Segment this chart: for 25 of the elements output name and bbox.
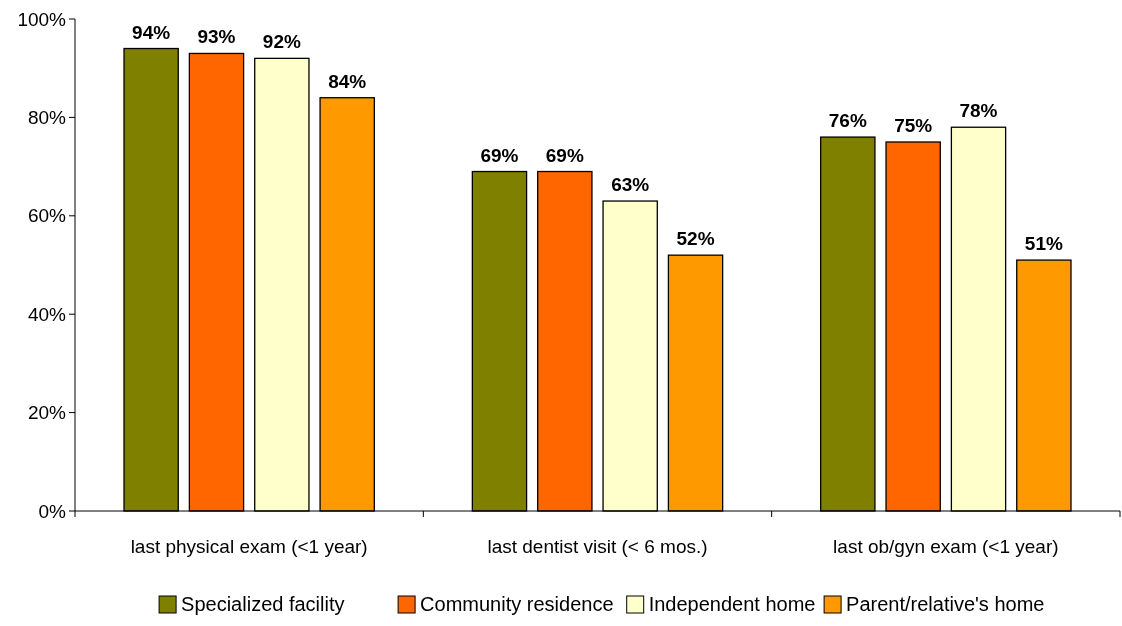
data-label: 75% (894, 115, 933, 136)
data-label: 51% (1024, 233, 1063, 255)
legend-label: Specialized facility (181, 593, 345, 615)
y-tick-label: 20% (27, 402, 67, 424)
y-tick-label: 100% (17, 8, 67, 30)
data-label: 84% (328, 70, 367, 92)
legend-label: Community residence (420, 593, 614, 615)
y-tick-label: 80% (27, 107, 67, 129)
data-label: 94% (132, 21, 171, 43)
data-label: 92% (262, 31, 301, 53)
x-tick-label: last ob/gyn exam (<1 year) (833, 536, 1059, 557)
legend-label: Parent/relative's home (846, 593, 1045, 615)
x-tick-label: last physical exam (<1 year) (130, 536, 368, 557)
data-label: 78% (959, 100, 998, 122)
y-tick-label: 60% (27, 205, 67, 227)
data-label: 69% (480, 144, 519, 166)
legend-label: Independent home (648, 593, 816, 615)
y-tick-label: 0% (38, 500, 67, 522)
data-label: 63% (611, 174, 650, 196)
data-label: 69% (545, 144, 584, 166)
y-tick-label: 40% (27, 303, 67, 325)
data-label: 93% (197, 26, 236, 48)
x-tick-label: last dentist visit (< 6 mos.) (487, 536, 708, 557)
data-label: 76% (828, 110, 867, 132)
data-label: 52% (676, 228, 715, 250)
